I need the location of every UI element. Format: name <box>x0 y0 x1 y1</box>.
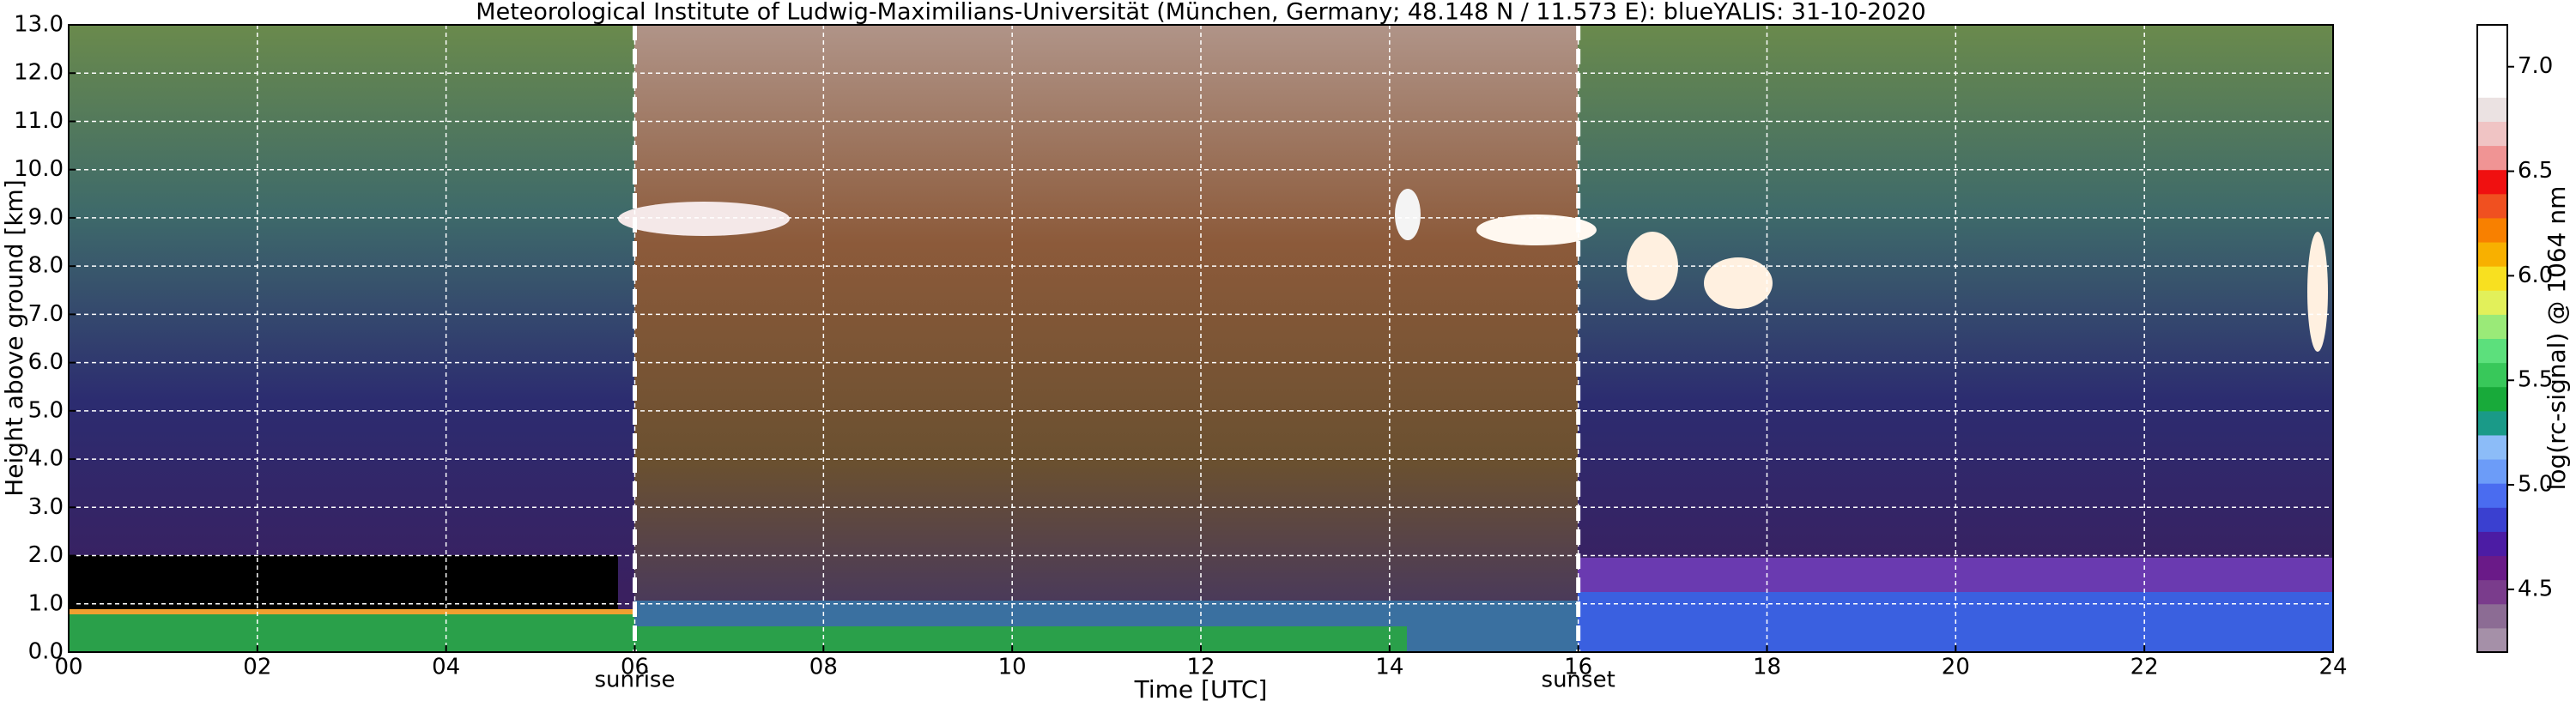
colorbar-step <box>2477 217 2507 243</box>
y-tick-label: 11.0 <box>14 108 64 134</box>
annotation-label: sunset <box>1542 668 1615 693</box>
colorbar-tick-label: 6.0 <box>2518 263 2553 288</box>
colorbar-label: log(rc-signal) @ 1064 nm <box>2543 186 2571 491</box>
y-tick-label: 10.0 <box>14 156 64 182</box>
y-tick-label: 8.0 <box>28 253 64 279</box>
colorbar-tick-label: 5.5 <box>2518 367 2553 393</box>
x-tick-label: 24 <box>2318 655 2347 680</box>
colorbar-step <box>2477 169 2507 195</box>
y-tick-label: 5.0 <box>28 397 64 423</box>
colorbar-step <box>2477 290 2507 315</box>
colorbar-step <box>2477 25 2507 50</box>
x-tick-label: 08 <box>809 655 838 680</box>
y-tick-label: 3.0 <box>28 494 64 520</box>
colorbar-step <box>2477 531 2507 557</box>
y-tick-label: 7.0 <box>28 301 64 327</box>
x-tick-label: 18 <box>1753 655 1781 680</box>
colorbar-step <box>2477 97 2507 122</box>
colorbar-step <box>2477 627 2507 653</box>
x-tick-label: 22 <box>2131 655 2159 680</box>
colorbar-step <box>2477 579 2507 605</box>
colorbar-step <box>2477 507 2507 532</box>
colorbar-step <box>2477 193 2507 219</box>
x-tick-label: 14 <box>1375 655 1403 680</box>
colorbar-step <box>2477 49 2507 74</box>
colorbar-step <box>2477 242 2507 267</box>
colorbar-step <box>2477 459 2507 484</box>
colorbar-step <box>2477 73 2507 98</box>
y-tick-label: 1.0 <box>28 590 64 616</box>
x-tick-label: 16 <box>1564 655 1592 680</box>
x-tick-label: 10 <box>998 655 1027 680</box>
y-tick-label: 4.0 <box>28 446 64 472</box>
colorbar-frame <box>2476 24 2508 653</box>
annotation-label: sunrise <box>595 668 676 693</box>
colorbar-step <box>2477 386 2507 412</box>
colorbar-step <box>2477 314 2507 339</box>
colorbar-tick-label: 5.0 <box>2518 472 2553 498</box>
x-axis-label: Time [UTC] <box>1134 675 1268 704</box>
x-tick-label: 02 <box>243 655 271 680</box>
y-tick-label: 13.0 <box>14 12 64 38</box>
x-tick-label: 06 <box>621 655 649 680</box>
y-tick-label: 6.0 <box>28 349 64 375</box>
x-tick-label: 00 <box>54 655 82 680</box>
colorbar-step <box>2477 483 2507 508</box>
y-tick-label: 12.0 <box>14 60 64 86</box>
colorbar-tick-label: 4.5 <box>2518 576 2553 601</box>
colorbar-step <box>2477 362 2507 388</box>
y-tick-label: 2.0 <box>28 542 64 568</box>
x-tick-label: 04 <box>432 655 460 680</box>
colorbar-tick-label: 6.5 <box>2518 158 2553 184</box>
chart-title: Meteorological Institute of Ludwig-Maxim… <box>476 0 1925 26</box>
colorbar-step <box>2477 266 2507 291</box>
y-tick-label: 0.0 <box>28 639 64 665</box>
colorbar-step <box>2477 338 2507 364</box>
colorbar-step <box>2477 145 2507 171</box>
x-tick-label: 20 <box>1942 655 1970 680</box>
colorbar-step <box>2477 434 2507 460</box>
y-axis-label: Height above ground [km] <box>0 179 28 497</box>
colorbar-tick-label: 7.0 <box>2518 53 2553 79</box>
colorbar-step <box>2477 603 2507 629</box>
colorbar-step <box>2477 121 2507 147</box>
x-tick-label: 12 <box>1186 655 1215 680</box>
y-tick-label: 9.0 <box>28 204 64 230</box>
colorbar-step <box>2477 555 2507 581</box>
colorbar-step <box>2477 410 2507 436</box>
